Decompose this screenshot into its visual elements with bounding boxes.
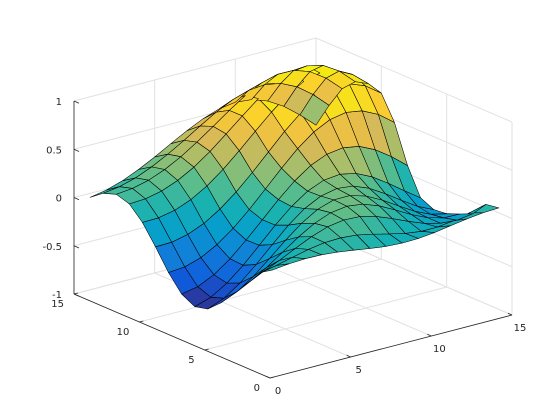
- grid-line-wall-z: [73, 37, 317, 102]
- x-tick: [427, 333, 432, 337]
- grid-line-wall-z: [315, 37, 513, 123]
- y-tick: [73, 292, 79, 295]
- x-tick-label: 5: [355, 365, 361, 376]
- x-tick: [346, 354, 351, 358]
- axes-ticks: [73, 100, 513, 379]
- y-axis-line: [73, 293, 271, 379]
- x-tick-label: 15: [514, 323, 527, 334]
- z-tick-label: 0.5: [46, 145, 62, 156]
- y-tick-label: 5: [188, 355, 194, 366]
- z-tick: [73, 245, 80, 249]
- x-tick: [507, 312, 513, 316]
- grid-line-floor-y: [204, 286, 447, 351]
- x-tick: [265, 375, 271, 379]
- z-tick: [73, 100, 80, 104]
- x-axis-line: [269, 314, 513, 379]
- y-tick-label: 10: [117, 327, 130, 338]
- z-tick-label: -0.5: [42, 242, 62, 253]
- surface-patch: [89, 186, 120, 198]
- z-tick: [73, 148, 80, 152]
- z-tick-label: 1: [56, 97, 62, 108]
- z-tick-label: 0: [56, 194, 62, 205]
- y-tick: [204, 348, 209, 351]
- surface-mesh: [89, 65, 500, 310]
- z-tick-label: -1: [52, 290, 62, 301]
- y-tick: [269, 376, 275, 379]
- x-tick-label: 10: [433, 344, 446, 355]
- z-tick: [73, 293, 80, 297]
- grid-line-floor-y: [139, 258, 382, 323]
- y-tick: [139, 320, 144, 323]
- y-tick-label: 0: [254, 383, 260, 394]
- x-tick-label: 0: [275, 386, 281, 397]
- z-tick: [73, 197, 80, 201]
- y-tick-label: 15: [51, 299, 64, 310]
